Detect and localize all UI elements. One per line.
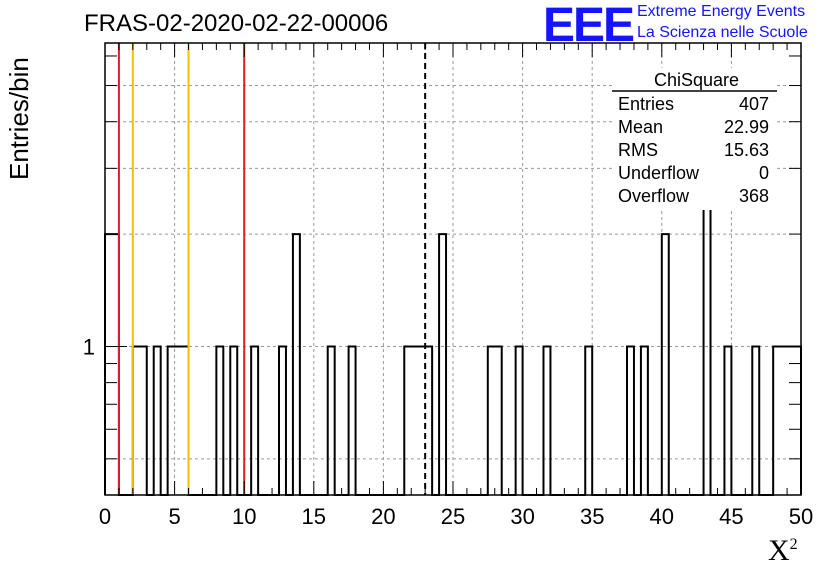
stats-value: 0: [759, 163, 769, 183]
histogram-bin: [168, 346, 189, 495]
histogram-bin: [585, 346, 592, 495]
histogram-bin: [439, 234, 446, 495]
stats-title: ChiSquare: [654, 70, 739, 90]
stats-value: 22.99: [724, 117, 769, 137]
histogram-bin: [516, 346, 523, 495]
histogram-bin: [724, 346, 731, 495]
stats-label: Entries: [618, 94, 674, 114]
page-title: FRAS-02-2020-02-22-00006: [84, 10, 389, 37]
logo-subtitle-line1: Extreme Energy Events: [637, 3, 806, 20]
x-tick-label: 50: [789, 504, 813, 529]
stats-label: Mean: [618, 117, 663, 137]
histogram-bin: [230, 346, 237, 495]
stats-value: 368: [739, 186, 769, 206]
x-tick-label: 10: [232, 504, 256, 529]
histogram-bin: [293, 234, 300, 495]
x-tick-label: 30: [510, 504, 534, 529]
histogram-bin: [105, 234, 119, 495]
stats-value: 15.63: [724, 140, 769, 160]
logo-subtitle-line2: La Scienza nelle Scuole: [637, 24, 808, 41]
stats-label: Underflow: [618, 163, 700, 183]
histogram-bin: [752, 346, 759, 495]
x-axis-label: X2: [768, 534, 798, 568]
histogram-bin: [251, 346, 258, 495]
histogram-bin: [704, 168, 711, 495]
histogram-bin: [543, 346, 550, 495]
x-tick-label: 25: [441, 504, 465, 529]
histogram-bin: [627, 346, 634, 495]
x-tick-label: 5: [168, 504, 180, 529]
y-tick-label: 1: [83, 334, 95, 359]
x-tick-label: 0: [99, 504, 111, 529]
histogram-bin: [641, 346, 648, 495]
stats-label: Overflow: [618, 186, 690, 206]
x-tick-label: 15: [302, 504, 326, 529]
histogram-bin: [488, 346, 502, 495]
stats-label: RMS: [618, 140, 658, 160]
histogram-bin: [328, 346, 335, 495]
histogram-bin: [216, 346, 223, 495]
stats-value: 407: [739, 94, 769, 114]
x-tick-label: 20: [371, 504, 395, 529]
histogram-bin: [404, 346, 432, 495]
x-tick-label: 45: [719, 504, 743, 529]
x-tick-label: 40: [650, 504, 674, 529]
x-tick-label: 35: [580, 504, 604, 529]
histogram-bin: [279, 346, 286, 495]
histogram-bin: [773, 346, 801, 495]
histogram-bin: [154, 346, 161, 495]
histogram-bin: [133, 346, 147, 495]
histogram-bin: [662, 234, 669, 495]
x-axis-label-base: X: [768, 534, 790, 567]
x-axis-label-exponent: 2: [789, 536, 798, 553]
histogram-bin: [349, 346, 356, 495]
